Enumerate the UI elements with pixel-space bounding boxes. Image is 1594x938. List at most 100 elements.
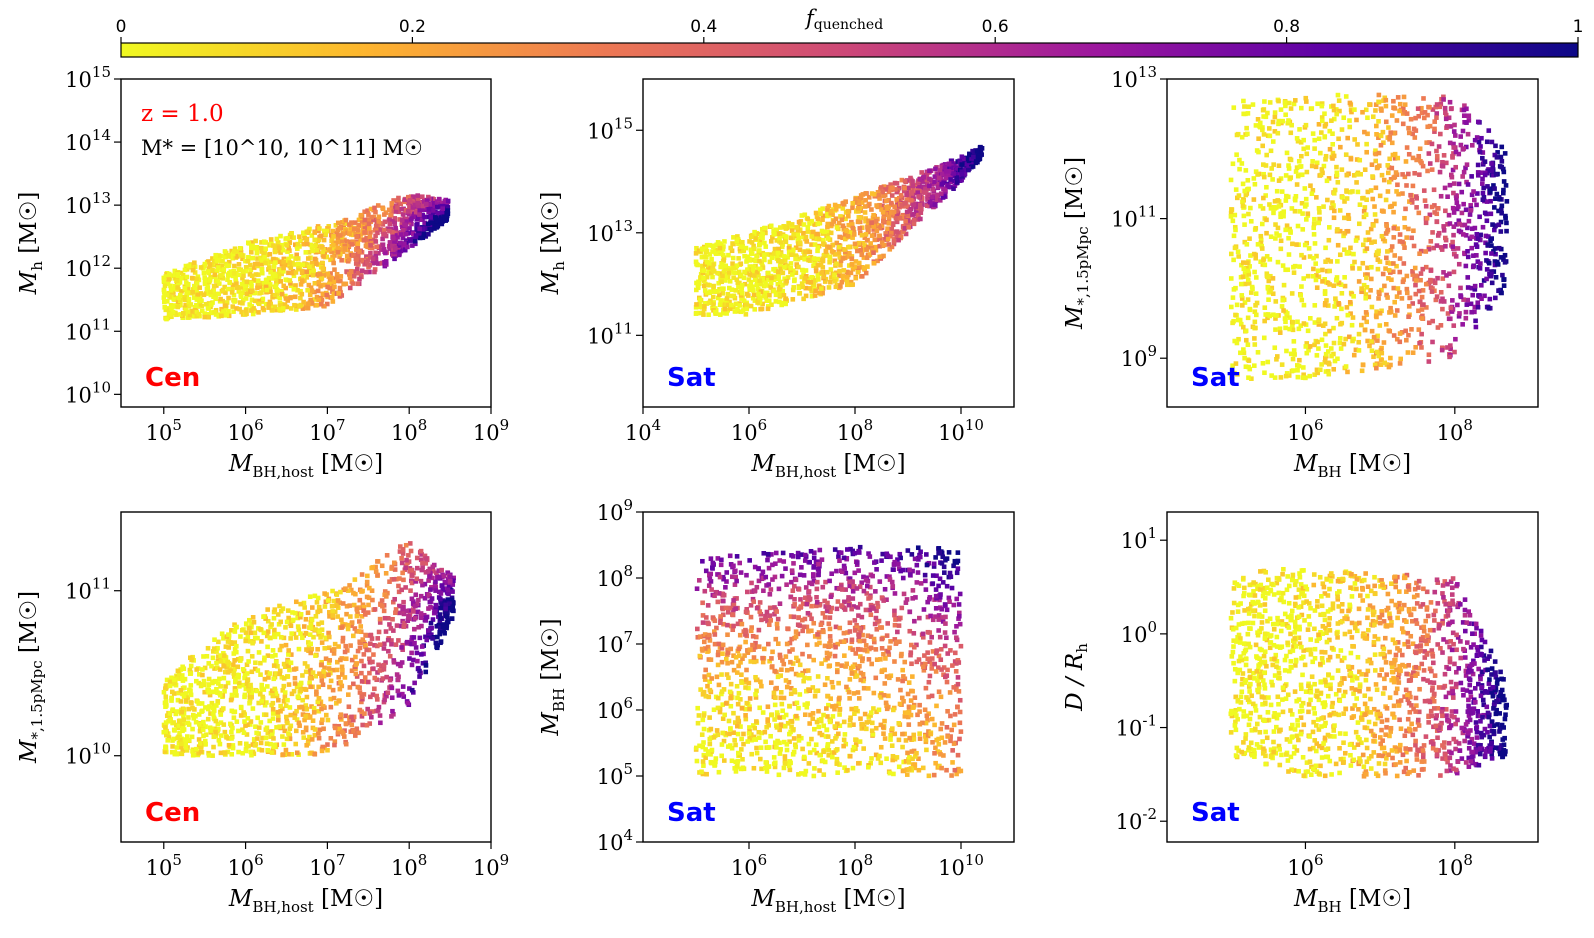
data-point xyxy=(312,732,318,738)
data-point xyxy=(1397,361,1403,366)
data-point xyxy=(932,174,938,179)
data-point xyxy=(387,653,393,659)
data-point xyxy=(819,286,824,291)
data-point xyxy=(229,248,234,254)
data-point xyxy=(937,198,943,203)
data-point xyxy=(1274,188,1280,194)
data-point xyxy=(1463,144,1469,150)
data-point xyxy=(1238,350,1243,356)
data-point xyxy=(1404,235,1409,240)
data-point xyxy=(706,312,711,318)
x-tick-label: 104 xyxy=(625,416,661,445)
data-point xyxy=(1312,303,1318,308)
data-point xyxy=(1319,167,1325,172)
data-point xyxy=(355,266,360,272)
data-point xyxy=(444,213,449,219)
data-point xyxy=(250,311,256,317)
data-point xyxy=(711,269,717,274)
data-point xyxy=(780,270,786,276)
data-point xyxy=(212,309,218,315)
data-point xyxy=(1296,363,1302,369)
data-point xyxy=(163,274,169,279)
data-point xyxy=(974,149,980,154)
data-point xyxy=(1279,362,1285,367)
data-point xyxy=(1373,158,1379,164)
data-point xyxy=(1325,257,1331,263)
data-point xyxy=(247,302,253,307)
data-point xyxy=(1369,276,1374,282)
data-point xyxy=(1245,111,1251,116)
data-point xyxy=(383,250,388,256)
data-point xyxy=(1327,282,1332,287)
data-point xyxy=(1374,349,1380,355)
data-point xyxy=(740,308,746,313)
data-point xyxy=(307,264,312,270)
data-point xyxy=(1427,123,1433,129)
data-point xyxy=(855,265,860,270)
data-point xyxy=(443,218,449,223)
data-point xyxy=(1452,349,1457,355)
data-point xyxy=(293,256,298,261)
data-point xyxy=(1412,170,1417,176)
data-point xyxy=(720,273,725,279)
data-point xyxy=(775,257,781,263)
x-axis-label: MBH,host [M☉] xyxy=(750,451,905,481)
data-point xyxy=(1419,307,1425,312)
data-point xyxy=(365,706,370,712)
data-point xyxy=(823,253,829,258)
data-point xyxy=(1293,193,1299,199)
data-point xyxy=(1280,118,1285,124)
data-point xyxy=(400,227,406,233)
data-point xyxy=(1253,312,1259,318)
data-point xyxy=(1389,113,1395,118)
data-point xyxy=(251,306,256,311)
data-point xyxy=(837,273,842,279)
data-point xyxy=(1285,194,1291,200)
data-point xyxy=(1378,348,1384,353)
data-point xyxy=(211,744,216,750)
data-point xyxy=(771,251,777,256)
data-point xyxy=(372,267,378,272)
data-point xyxy=(396,209,402,215)
data-point xyxy=(888,210,894,215)
data-point xyxy=(441,212,447,217)
data-point xyxy=(1232,245,1238,251)
data-point xyxy=(1374,123,1379,129)
data-point xyxy=(1377,310,1383,316)
data-point xyxy=(234,249,239,254)
data-point xyxy=(830,242,835,248)
data-point xyxy=(1264,217,1269,223)
data-point xyxy=(364,235,369,241)
data-point xyxy=(971,154,976,160)
data-point xyxy=(850,205,855,211)
data-point xyxy=(202,275,207,281)
data-point xyxy=(285,236,290,241)
data-point xyxy=(1299,153,1304,159)
data-point xyxy=(1378,362,1384,367)
data-point xyxy=(1277,326,1283,332)
data-point xyxy=(209,700,215,706)
x-tick-label: 1010 xyxy=(938,416,984,445)
data-point xyxy=(916,194,922,199)
data-point xyxy=(1248,218,1254,224)
data-point xyxy=(766,298,772,304)
data-point xyxy=(768,280,774,286)
data-point xyxy=(1427,161,1433,166)
data-point xyxy=(405,560,410,566)
data-point xyxy=(1240,181,1246,187)
data-point xyxy=(747,287,753,292)
data-point xyxy=(184,691,189,696)
data-point xyxy=(1302,186,1308,191)
data-point xyxy=(389,695,395,701)
data-point xyxy=(1429,141,1435,147)
data-point xyxy=(910,179,915,184)
data-point xyxy=(919,196,925,201)
data-point xyxy=(438,215,444,220)
data-point xyxy=(222,284,227,290)
data-point xyxy=(1244,242,1250,247)
data-point xyxy=(343,713,349,719)
data-point xyxy=(1386,170,1391,176)
data-point xyxy=(1294,136,1300,141)
data-point xyxy=(910,212,916,217)
data-point xyxy=(272,631,277,637)
